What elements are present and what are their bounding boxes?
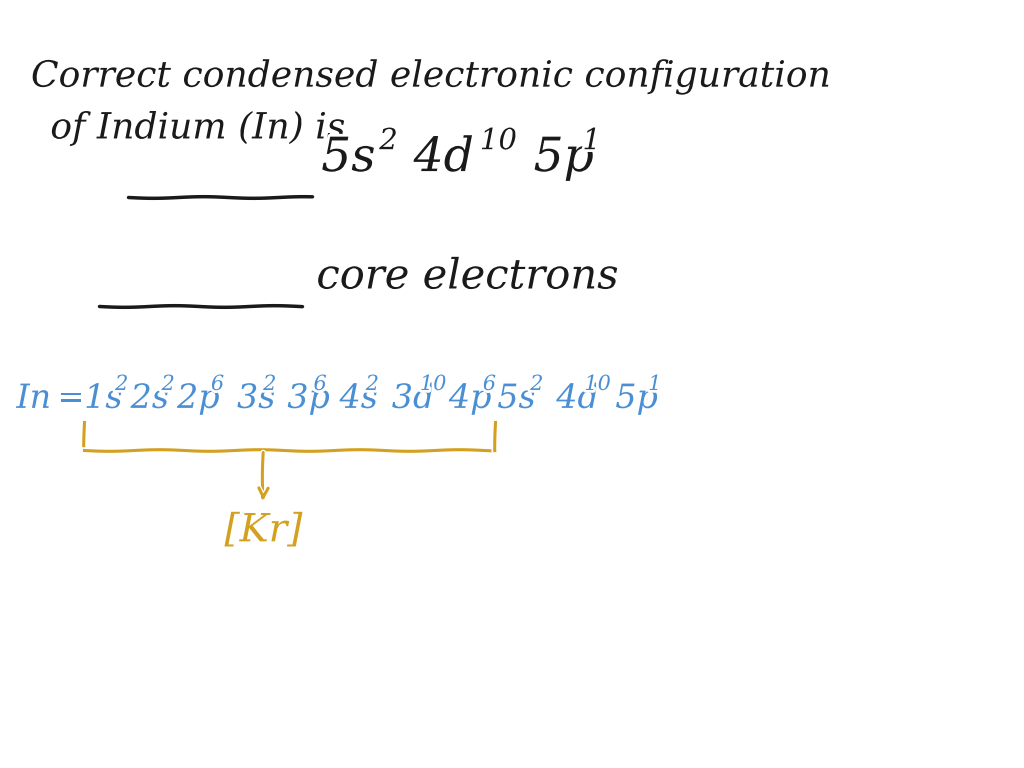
Text: 5s: 5s — [498, 383, 536, 415]
Text: 6: 6 — [482, 375, 496, 394]
Text: 3p: 3p — [276, 383, 330, 415]
Text: 4d: 4d — [546, 383, 599, 415]
Text: 3s: 3s — [226, 383, 275, 415]
Text: of Indium (In) is: of Indium (In) is — [50, 111, 345, 145]
Text: 5p: 5p — [615, 383, 658, 415]
Text: 2: 2 — [115, 375, 128, 394]
Text: 2: 2 — [379, 127, 397, 155]
Text: 2: 2 — [162, 375, 175, 394]
Text: 3d: 3d — [381, 383, 434, 415]
Text: 10: 10 — [420, 375, 446, 394]
Text: 6: 6 — [211, 375, 224, 394]
Text: 2: 2 — [263, 375, 276, 394]
Text: 4p: 4p — [449, 383, 492, 415]
Text: 1: 1 — [583, 127, 601, 155]
Text: 6: 6 — [313, 375, 327, 394]
Text: 5p: 5p — [518, 136, 594, 181]
Text: 1s: 1s — [84, 383, 123, 415]
Text: 2s: 2s — [131, 383, 169, 415]
Text: 2: 2 — [530, 375, 544, 394]
Text: 4s: 4s — [329, 383, 378, 415]
Text: 1: 1 — [648, 375, 662, 394]
Text: 5s: 5s — [322, 136, 376, 181]
Text: [Kr]: [Kr] — [224, 512, 302, 549]
Text: Correct condensed electronic configuration: Correct condensed electronic configurati… — [31, 60, 830, 94]
Text: In: In — [16, 383, 51, 415]
Text: 4d: 4d — [398, 136, 474, 181]
Text: core electrons: core electrons — [316, 256, 618, 297]
Text: 2p: 2p — [177, 383, 220, 415]
Text: 2: 2 — [366, 375, 379, 394]
Text: 10: 10 — [585, 375, 611, 394]
Text: 10: 10 — [480, 127, 517, 155]
Text: =: = — [57, 383, 85, 415]
